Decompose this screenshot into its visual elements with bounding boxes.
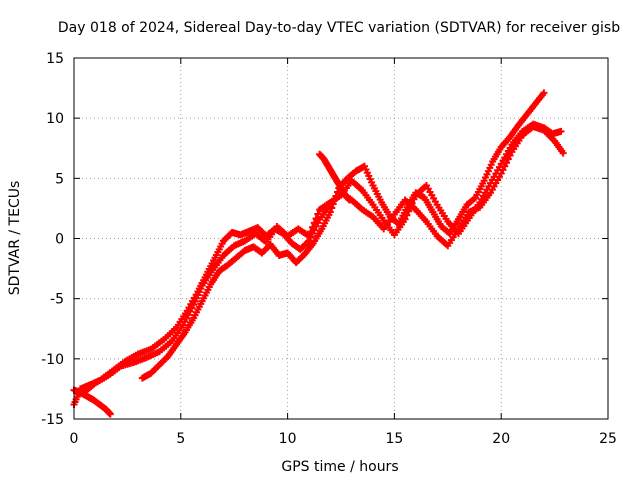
x-tick-label: 5 bbox=[176, 431, 185, 447]
series-track-2 bbox=[74, 120, 565, 397]
y-tick-label: -5 bbox=[50, 292, 64, 308]
y-tick-label: 15 bbox=[46, 51, 64, 67]
series-track-3 bbox=[138, 89, 548, 382]
data-point bbox=[326, 208, 334, 216]
x-tick-label: 10 bbox=[279, 431, 297, 447]
data-point bbox=[106, 410, 114, 418]
data-points bbox=[70, 89, 567, 418]
data-point bbox=[540, 89, 548, 97]
data-point bbox=[559, 149, 567, 157]
data-point-interp bbox=[307, 228, 315, 236]
y-tick-label: -15 bbox=[41, 412, 64, 428]
data-point bbox=[557, 127, 565, 135]
data-point-interp bbox=[506, 151, 514, 159]
x-tick-label: 0 bbox=[70, 431, 79, 447]
chart-title: Day 018 of 2024, Sidereal Day-to-day VTE… bbox=[58, 20, 620, 36]
data-point-interp bbox=[328, 204, 336, 212]
data-point bbox=[305, 232, 313, 240]
y-tick-label: 5 bbox=[55, 171, 64, 187]
data-point-interp bbox=[309, 223, 317, 231]
data-point-interp bbox=[504, 155, 512, 163]
y-tick-label: 0 bbox=[55, 232, 64, 248]
x-tick-label: 25 bbox=[599, 431, 617, 447]
x-tick-label: 20 bbox=[492, 431, 510, 447]
series-track-4 bbox=[70, 386, 114, 418]
data-point-interp bbox=[332, 192, 340, 200]
data-point-interp bbox=[329, 200, 337, 208]
data-point-interp bbox=[331, 196, 339, 204]
data-point-interp bbox=[310, 219, 318, 227]
data-point-interp bbox=[312, 214, 320, 222]
y-tick-label: -10 bbox=[41, 352, 64, 368]
axis-ticks: 0 5 10 15 20 25 -15 -10 -5 0 5 10 15 bbox=[41, 51, 617, 447]
series-track-5 bbox=[316, 150, 354, 204]
data-point-interp bbox=[503, 159, 511, 167]
x-tick-label: 15 bbox=[385, 431, 403, 447]
y-axis-label: SDTVAR / TECUs bbox=[7, 181, 23, 296]
x-axis-label: GPS time / hours bbox=[281, 459, 398, 475]
y-tick-label: 10 bbox=[46, 111, 64, 127]
data-point bbox=[346, 196, 354, 204]
data-point-interp bbox=[314, 210, 322, 218]
